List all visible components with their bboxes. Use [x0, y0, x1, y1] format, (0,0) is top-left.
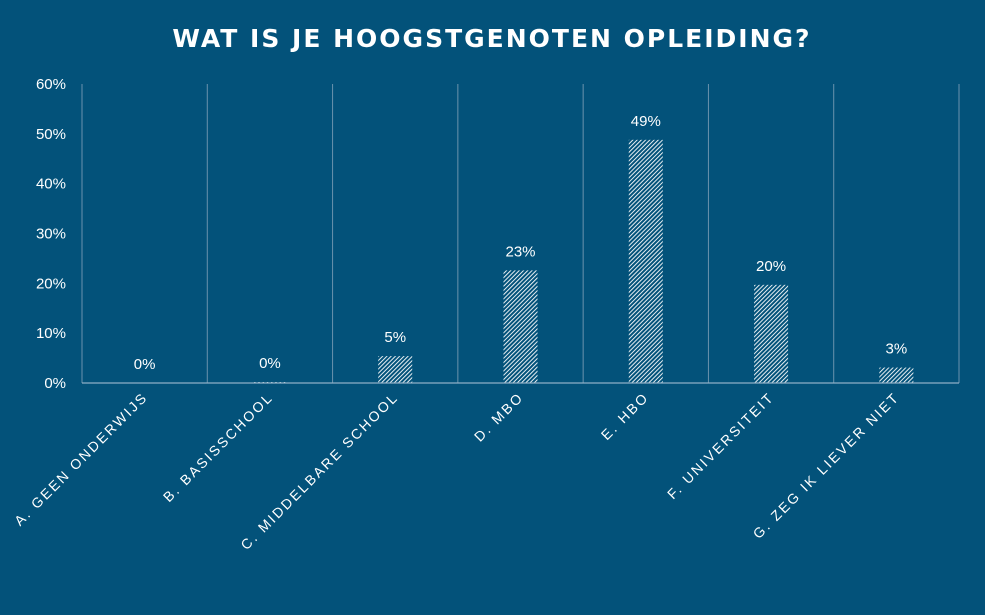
y-tick-label: 50% [36, 126, 66, 143]
y-axis-ticks: 0% 10% 20% 30% 40% 50% 60% [36, 76, 66, 392]
x-tick-label: B. BASISSCHOOL [160, 389, 276, 505]
y-tick-label: 40% [36, 176, 66, 193]
bar [378, 356, 413, 383]
y-tick-label: 60% [36, 76, 66, 93]
x-tick-label: G. ZEG IK LIEVER NIET [750, 389, 903, 542]
data-label: 3% [886, 341, 908, 358]
bar [754, 284, 789, 383]
x-tick-label: F. UNIVERSITEIT [664, 389, 777, 502]
data-label: 0% [134, 356, 156, 373]
gridlines [81, 84, 960, 383]
x-tick-label: D. MBO [471, 389, 527, 445]
data-label: 0% [259, 355, 281, 372]
data-label: 49% [631, 113, 661, 130]
data-labels: 0% 0% 5% 23% 49% 20% 3% [134, 113, 907, 373]
bar [628, 139, 663, 383]
data-label: 23% [505, 243, 535, 260]
x-tick-label: E. HBO [598, 389, 652, 443]
y-tick-label: 10% [36, 325, 66, 342]
data-label: 20% [756, 258, 786, 275]
bar [503, 270, 538, 383]
data-label: 5% [384, 329, 406, 346]
y-tick-label: 0% [44, 375, 66, 392]
bars [252, 139, 914, 383]
y-tick-label: 30% [36, 226, 66, 243]
chart-title: WAT IS JE HOOGSTGENOTEN OPLEIDING? [172, 24, 811, 53]
y-tick-label: 20% [36, 275, 66, 292]
bar [879, 367, 914, 383]
x-tick-label: A. GEEN ONDERWIJS [11, 389, 151, 529]
